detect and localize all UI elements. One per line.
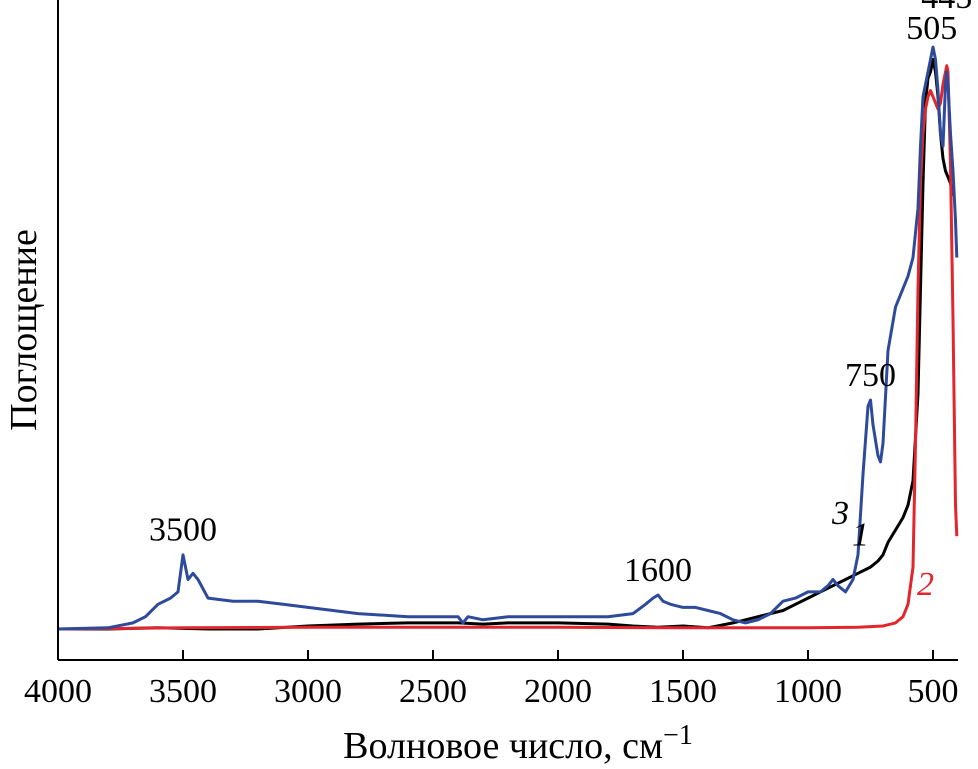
x-axis-title-superscript: −1: [663, 720, 693, 751]
peak-label: 3500: [149, 512, 217, 549]
curve-label: 2: [917, 566, 934, 603]
y-axis-title: Поглощение: [3, 229, 45, 431]
x-tick-label: 4000: [24, 673, 92, 710]
x-tick-label: 500: [908, 673, 959, 710]
peak-label: 1600: [624, 552, 692, 589]
series-line-2: [57, 64, 959, 631]
curve-label: 3: [831, 495, 849, 532]
x-tick-label: 1500: [649, 673, 717, 710]
peak-label: 445: [921, 0, 972, 16]
series-line-1: [58, 58, 955, 631]
x-tick-label: 3000: [274, 673, 342, 710]
x-tick-label: 1000: [774, 673, 842, 710]
x-axis-ticks: 4000 3500 3000 2500 2000 1500 1000 500: [24, 650, 959, 710]
x-axis-title-text: Волновое число, см: [343, 725, 663, 767]
peak-label: 505: [906, 10, 957, 47]
x-tick-label: 2500: [399, 673, 467, 710]
curve-label: 1: [852, 516, 869, 553]
x-tick-label: 3500: [149, 673, 217, 710]
peak-annotations: 3500 1600 750 505445: [149, 0, 972, 589]
plot-area: [57, 45, 959, 631]
x-tick-label: 2000: [524, 673, 592, 710]
x-axis-title: Волновое число, см−1: [343, 720, 693, 767]
curve-labels: 31 2: [831, 495, 934, 603]
peak-label: 750: [845, 357, 896, 394]
series-line-3: [57, 45, 959, 631]
